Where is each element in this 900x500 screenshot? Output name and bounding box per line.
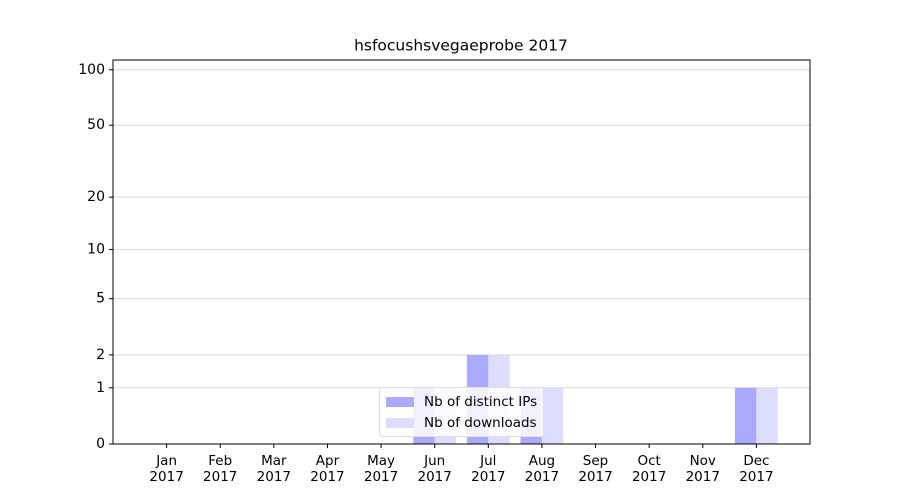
x-tick-label: May 2017 [363, 453, 399, 485]
x-tick-label: Oct 2017 [631, 453, 667, 485]
y-tick-label: 100 [78, 62, 105, 78]
x-tick-label: Apr 2017 [310, 453, 345, 485]
legend-label: Nb of downloads [424, 414, 537, 431]
x-tick-label: Sep 2017 [578, 453, 613, 485]
plot-frame [112, 59, 811, 445]
x-tick-label: Aug 2017 [524, 453, 560, 485]
legend-swatch [386, 396, 414, 407]
x-tick-label: Jan 2017 [149, 453, 184, 485]
bar [756, 387, 778, 444]
y-tick-label: 0 [96, 436, 105, 452]
bar [541, 387, 564, 444]
y-tick-label: 10 [87, 242, 105, 258]
legend-label: Nb of distinct IPs [424, 393, 538, 410]
bar [734, 387, 757, 444]
x-tick-label: Mar 2017 [256, 453, 292, 485]
x-tick-label: Jul 2017 [471, 453, 506, 485]
y-tick-label: 50 [87, 117, 105, 133]
y-tick-label: 2 [96, 347, 105, 363]
y-tick-label: 5 [96, 291, 105, 307]
y-tick-label: 20 [87, 189, 105, 205]
chart-title: hsfocushsvegaeprobe 2017 [354, 37, 568, 55]
y-tick-label: 1 [96, 380, 105, 396]
legend-item: Nb of downloads [386, 412, 537, 433]
x-tick-label: Feb 2017 [203, 453, 238, 485]
legend-item: Nb of distinct IPs [386, 391, 537, 412]
x-tick-label: Dec 2017 [739, 453, 774, 485]
legend: Nb of distinct IPs Nb of downloads [379, 387, 545, 437]
x-tick-label: Jun 2017 [417, 453, 452, 485]
legend-swatch [386, 417, 414, 428]
x-tick-label: Nov 2017 [685, 453, 720, 485]
